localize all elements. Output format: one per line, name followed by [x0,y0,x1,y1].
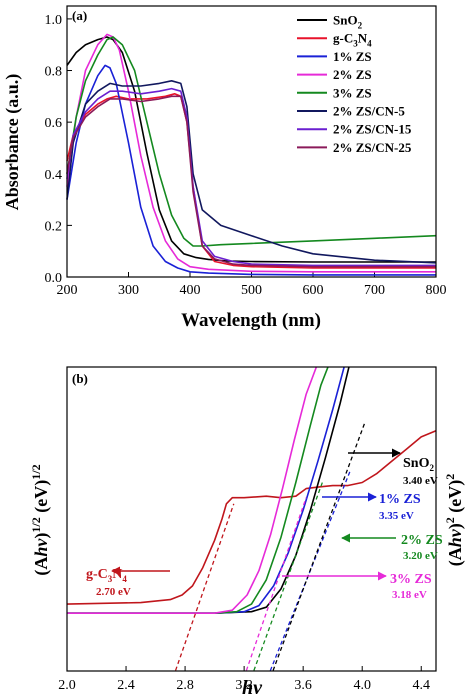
panel-a-ticks: 200 300 400 500 600 700 800 0.0 0.2 0.4 0.6 0.8 1.0 [45,13,447,298]
panel-a-ylabel: Absorbance (a.u.) [2,74,23,211]
panel-a-ytick-label: 0.0 [45,271,63,286]
panel-a-ytick-label: 0.2 [45,219,63,234]
legend-label-2-zs-cn-25: 2% ZS/CN-25 [333,140,412,155]
panel-a-label: (a) [72,8,87,23]
panel-a-xlabel: Wavelength (nm) [181,310,321,331]
panel-b-xtick-label: 2.4 [117,678,135,693]
panel-b-xtick-label: 3.2 [235,678,253,693]
series-line-sno2 [66,36,436,263]
panel-b-xtick-label: 3.6 [294,678,312,693]
legend-label-sno2: SnO2 [333,13,363,31]
panel-b-tangent-lines [174,421,366,671]
panel-b-xtick-label: 4.4 [412,678,430,693]
series-line-2-zs-cn-25 [66,95,436,268]
panel-a-xtick-label: 700 [364,283,385,298]
legend-label-2-zs-cn-5: 2% ZS/CN-5 [333,104,405,119]
panel-a-xtick-label: 200 [57,283,78,298]
tangent-line [253,482,323,671]
annotation-label-g-c3n4: g-C3N4 [86,567,127,584]
annotation-bandgap-3-zs: 3.18 eV [392,589,427,601]
panel-b-series [67,367,436,614]
series-line-3-zs [66,36,437,247]
series-line-2-zs-cn-15 [66,87,436,267]
annotation-bandgap-sno2: 3.40 eV [403,475,438,487]
tangent-line [269,470,351,671]
panel-a-ytick-label: 0.6 [45,116,63,131]
panel-a-xtick-label: 800 [426,283,447,298]
annotation-bandgap-2-zs: 3.20 eV [403,550,438,562]
panel-a: 200 300 400 500 600 700 8000.00.20.40.60.81.0 … [2,5,447,331]
legend-label-3-zs: 3% ZS [333,85,372,100]
panel-b-ylabel-left: (Ahv)1/2 (eV)1/2 [29,464,52,575]
annotation-bandgap-g-c3n4: 2.70 eV [96,586,131,598]
legend-label-g-c3n4: g-C3N4 [333,31,372,49]
tauc-curve-g-c3n4 [67,430,436,605]
panel-a-xtick-label: 400 [180,283,201,298]
legend-label-1-zs: 1% ZS [333,49,372,64]
panel-a-xtick-label: 300 [118,283,139,298]
panel-a-frame [66,5,437,278]
panel-b-ylabel-right: (Ahv)2 (eV)2 [443,474,466,566]
annotation-label-2-zs: 2% ZS [401,533,443,548]
tangent-line [245,497,307,671]
panel-b-ticks: 2.0 2.4 2.8 3.2 3.6 4.0 4.4 [58,666,430,693]
series-line-1-zs [66,64,436,276]
legend-label-2-zs: 2% ZS [333,67,372,82]
tauc-curve-2-zs [67,367,329,614]
annotation-label-3-zs: 3% ZS [390,572,432,587]
panel-b-annotations: SnO2 3.40 eV 1% ZS 3.35 eV 2% ZS 3.20 eV 3% ZS… [86,448,443,601]
panel-a-ytick-label: 0.8 [45,65,63,80]
annotation-label-1-zs: 1% ZS [379,492,421,507]
panel-b-frame [66,366,437,672]
series-line-g-c3n4 [66,93,436,269]
panel-a-ytick-label: 0.4 [45,168,63,183]
panel-a-xtick-label: 500 [241,283,262,298]
annotation-label-sno2: SnO2 [403,456,434,473]
tangent-line [272,421,366,671]
panel-b-xlabel: hv [242,677,263,698]
panel-a-xtick-label: 600 [303,283,324,298]
series-line-2-zs-cn-5 [66,80,437,264]
panel-b-xtick-label: 2.8 [176,678,194,693]
panel-b-xtick-label: 2.0 [58,678,76,693]
series-line-2-zs [66,33,436,273]
panel-b-label: (b) [72,371,88,386]
panel-b: 2.0 2.4 2.8 3.2 3.6 4.0 4.4 (b) SnO2 3.40 eV 1% … [29,366,466,698]
tangent-line [174,503,235,671]
annotation-bandgap-1-zs: 3.35 eV [379,510,414,522]
legend-label-2-zs-cn-15: 2% ZS/CN-15 [333,122,412,137]
panel-a-series [66,33,437,276]
tauc-curve-3-zs [67,367,318,614]
panel-b-xtick-label: 4.0 [353,678,371,693]
panel-a-ytick-label: 1.0 [45,13,63,28]
